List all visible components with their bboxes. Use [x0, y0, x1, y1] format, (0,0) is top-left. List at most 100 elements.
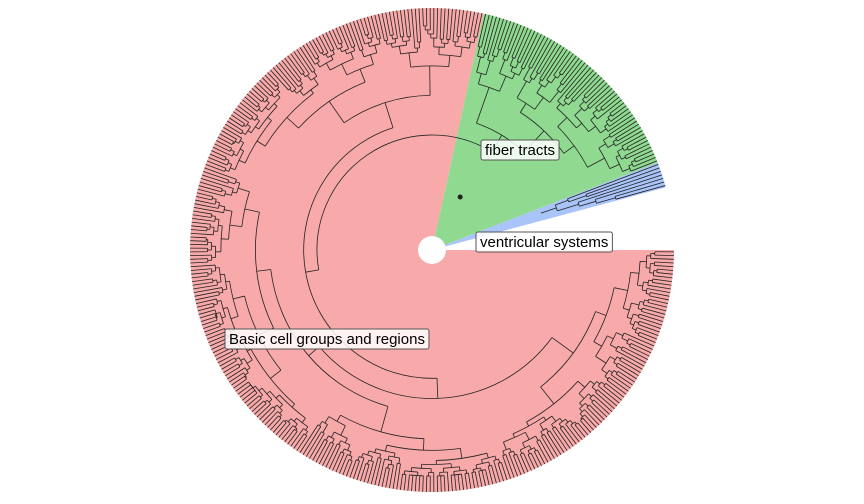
- branch-ray: [563, 145, 575, 154]
- branch-ray: [360, 18, 366, 36]
- branch-ray: [590, 115, 596, 121]
- branch-ray: [536, 441, 549, 463]
- branch-ray: [615, 123, 639, 139]
- branch-ray: [225, 280, 230, 283]
- branch-ray: [574, 421, 577, 425]
- branch-ray: [540, 431, 544, 436]
- branch-ray: [622, 168, 630, 172]
- branch-ray: [579, 101, 585, 107]
- branch-ray: [586, 406, 603, 423]
- branch-arc: [614, 196, 617, 200]
- branch-ray: [239, 148, 244, 152]
- branch-ray: [626, 146, 652, 160]
- branch-ray: [586, 170, 661, 198]
- branch-ray: [325, 435, 329, 441]
- branch-ray: [628, 338, 653, 350]
- branch-ray: [557, 203, 579, 212]
- branch-ray: [466, 37, 468, 42]
- branch-ray: [213, 303, 218, 306]
- branch-ray: [388, 465, 394, 489]
- branch-ray: [500, 462, 508, 481]
- branch-ray: [215, 201, 220, 204]
- branch-arc: [466, 40, 475, 43]
- branch-arc: [634, 327, 638, 333]
- branch-ray: [392, 463, 398, 489]
- branch-arc: [230, 188, 234, 196]
- branch-arc: [296, 417, 309, 428]
- branch-arc: [546, 79, 552, 84]
- branch-ray: [393, 453, 396, 458]
- branch-ray: [639, 331, 658, 340]
- branch-ray: [381, 467, 387, 487]
- branch-ray: [378, 459, 385, 487]
- branch-ray: [385, 12, 391, 36]
- branch-ray: [209, 153, 225, 161]
- branch-ray: [414, 475, 417, 492]
- branch-arc: [538, 82, 546, 88]
- branch-ray: [561, 55, 577, 76]
- branch-ray: [650, 258, 674, 260]
- branch-ray: [597, 385, 620, 404]
- branch-ray: [367, 42, 370, 47]
- branch-arc: [540, 428, 547, 433]
- branch-arc: [210, 214, 213, 218]
- branch-ray: [217, 351, 239, 364]
- branch-ray: [407, 9, 411, 37]
- branch-arc: [565, 96, 569, 99]
- branch-ray: [551, 337, 574, 354]
- branch-ray: [616, 356, 621, 360]
- branch-arc: [315, 57, 320, 60]
- branch-ray: [568, 100, 573, 106]
- branch-ray: [195, 196, 213, 201]
- branch-ray: [641, 310, 665, 319]
- branch-ray: [193, 206, 224, 214]
- branch-arc: [212, 303, 215, 307]
- branch-ray: [192, 214, 212, 218]
- branch-ray: [396, 10, 402, 38]
- branch-arc: [385, 467, 390, 469]
- branch-ray: [526, 421, 530, 427]
- branch-arc: [615, 156, 623, 172]
- branch-ray: [500, 21, 512, 51]
- branch-arc: [217, 219, 220, 232]
- branch-ray: [477, 46, 481, 57]
- branch-arc: [388, 463, 394, 466]
- branch-ray: [407, 474, 410, 491]
- branch-ray: [270, 69, 289, 91]
- branch-ray: [251, 400, 265, 412]
- branch-ray: [299, 424, 319, 453]
- branch-ray: [595, 391, 615, 410]
- branch-ray: [646, 288, 671, 294]
- branch-arc: [604, 370, 610, 377]
- branch-arc: [526, 380, 579, 423]
- branch-ray: [559, 53, 574, 74]
- branch-ray: [239, 102, 259, 117]
- branch-ray: [251, 117, 256, 121]
- branch-ray: [629, 346, 650, 357]
- branch-arc: [212, 227, 215, 235]
- branch-arc: [464, 472, 469, 474]
- branch-ray: [574, 424, 586, 438]
- branch-ray: [465, 469, 468, 474]
- branch-ray: [378, 13, 385, 41]
- branch-ray: [217, 136, 233, 145]
- branch-ray: [476, 87, 490, 124]
- branch-arc: [244, 367, 249, 373]
- branch-ray: [322, 443, 335, 466]
- branch-ray: [385, 445, 388, 452]
- branch-ray: [515, 61, 519, 69]
- branch-ray: [301, 417, 306, 423]
- branch-ray: [549, 90, 560, 103]
- branch-arc: [557, 100, 564, 107]
- branch-ray: [257, 105, 261, 108]
- branch-arc: [233, 138, 237, 144]
- branch-ray: [190, 240, 207, 242]
- branch-ray: [496, 49, 500, 57]
- group-label-fiber-tracts: fiber tracts: [480, 139, 560, 161]
- branch-arc: [565, 420, 571, 425]
- branch-ray: [459, 10, 464, 37]
- branch-ray: [596, 197, 616, 204]
- branch-ray: [344, 438, 348, 443]
- branch-arc: [243, 358, 251, 369]
- branch-arc: [503, 51, 507, 54]
